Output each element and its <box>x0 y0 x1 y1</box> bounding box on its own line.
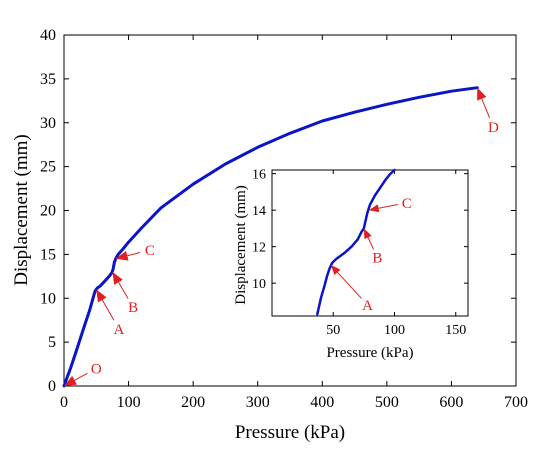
main-annotation-arrowhead <box>96 289 107 303</box>
main-x-tick-label: 100 <box>117 394 141 411</box>
inset-annotation-label: C <box>402 196 412 212</box>
inset-plot-frame <box>271 169 469 317</box>
inset-annotation-label: A <box>362 298 373 314</box>
inset-x-tick-label: 50 <box>326 323 340 338</box>
main-y-tick-label: 0 <box>48 378 56 395</box>
inset-annotation-label: B <box>372 251 382 267</box>
inset-y-tick-label: 12 <box>252 241 266 256</box>
main-x-tick-label: 700 <box>504 394 528 411</box>
main-x-tick-label: 400 <box>310 394 334 411</box>
inset-x-tick-label: 100 <box>384 323 405 338</box>
inset-plot: 50 100 150 10 12 14 16 A B C Pressure (kPa) Disp… <box>233 168 469 361</box>
main-y-tick-label: 20 <box>40 203 56 220</box>
main-x-tick-label: 300 <box>246 394 270 411</box>
main-annotation-arrowhead <box>64 375 77 386</box>
main-x-tick-label: 0 <box>60 394 68 411</box>
main-annotation-label: C <box>145 243 155 259</box>
inset-axis-ticks: 50 100 150 10 12 14 16 <box>252 168 468 338</box>
main-annotation-arrow-line <box>481 98 491 119</box>
main-annotation-arrowhead <box>115 250 129 261</box>
main-x-axis-label: Pressure (kPa) <box>235 422 345 443</box>
inset-annotation-arrowhead <box>330 264 341 275</box>
main-y-tick-label: 5 <box>48 334 56 351</box>
main-x-tick-label: 200 <box>181 394 205 411</box>
main-annotation-arrowhead <box>112 271 123 285</box>
main-axis-ticks: 0 100 200 300 400 500 600 700 0 5 10 15 20 25 30 35 40 <box>40 27 528 411</box>
main-y-axis-label: Displacement (mm) <box>11 134 32 285</box>
main-y-tick-label: 40 <box>40 27 56 44</box>
main-annotation-arrowhead <box>477 87 487 101</box>
main-annotation-arrow-line <box>74 372 88 381</box>
main-data-line <box>62 86 479 388</box>
main-y-tick-label: 15 <box>40 246 56 263</box>
main-plot: 0 100 200 300 400 500 600 700 0 5 10 15 20 25 30 35 40 O… <box>11 27 528 443</box>
inset-annotation-arrow-line <box>378 204 399 209</box>
main-y-tick-label: 30 <box>40 115 56 132</box>
main-y-tick-label: 35 <box>40 71 56 88</box>
inset-data-line <box>316 168 396 316</box>
inset-y-tick-label: 14 <box>252 204 266 219</box>
inset-x-tick-label: 150 <box>445 323 466 338</box>
inset-annotations: A B C <box>330 196 412 314</box>
inset-annotation-arrowhead <box>368 204 380 213</box>
main-annotation-arrow-line <box>118 282 129 299</box>
inset-x-axis-label: Pressure (kPa) <box>326 345 413 361</box>
main-x-tick-label: 500 <box>375 394 399 411</box>
inset-y-axis-label: Displacement (mm) <box>233 185 249 305</box>
main-annotation-label: A <box>113 322 124 338</box>
inset-y-tick-label: 10 <box>252 277 266 292</box>
main-x-tick-label: 600 <box>439 394 463 411</box>
main-annotation-label: D <box>488 120 499 136</box>
main-annotation-label: B <box>128 300 138 316</box>
inset-annotation-arrow-line <box>337 271 362 299</box>
main-y-tick-label: 10 <box>40 290 56 307</box>
main-y-tick-label: 25 <box>40 159 56 176</box>
main-annotation-arrow-line <box>127 251 141 257</box>
main-annotation-arrow-line <box>101 299 115 321</box>
inset-annotation-arrow-line <box>367 237 375 250</box>
inset-annotation-arrowhead <box>363 228 372 240</box>
main-annotation-label: O <box>91 361 102 377</box>
inset-y-tick-label: 16 <box>252 168 266 183</box>
